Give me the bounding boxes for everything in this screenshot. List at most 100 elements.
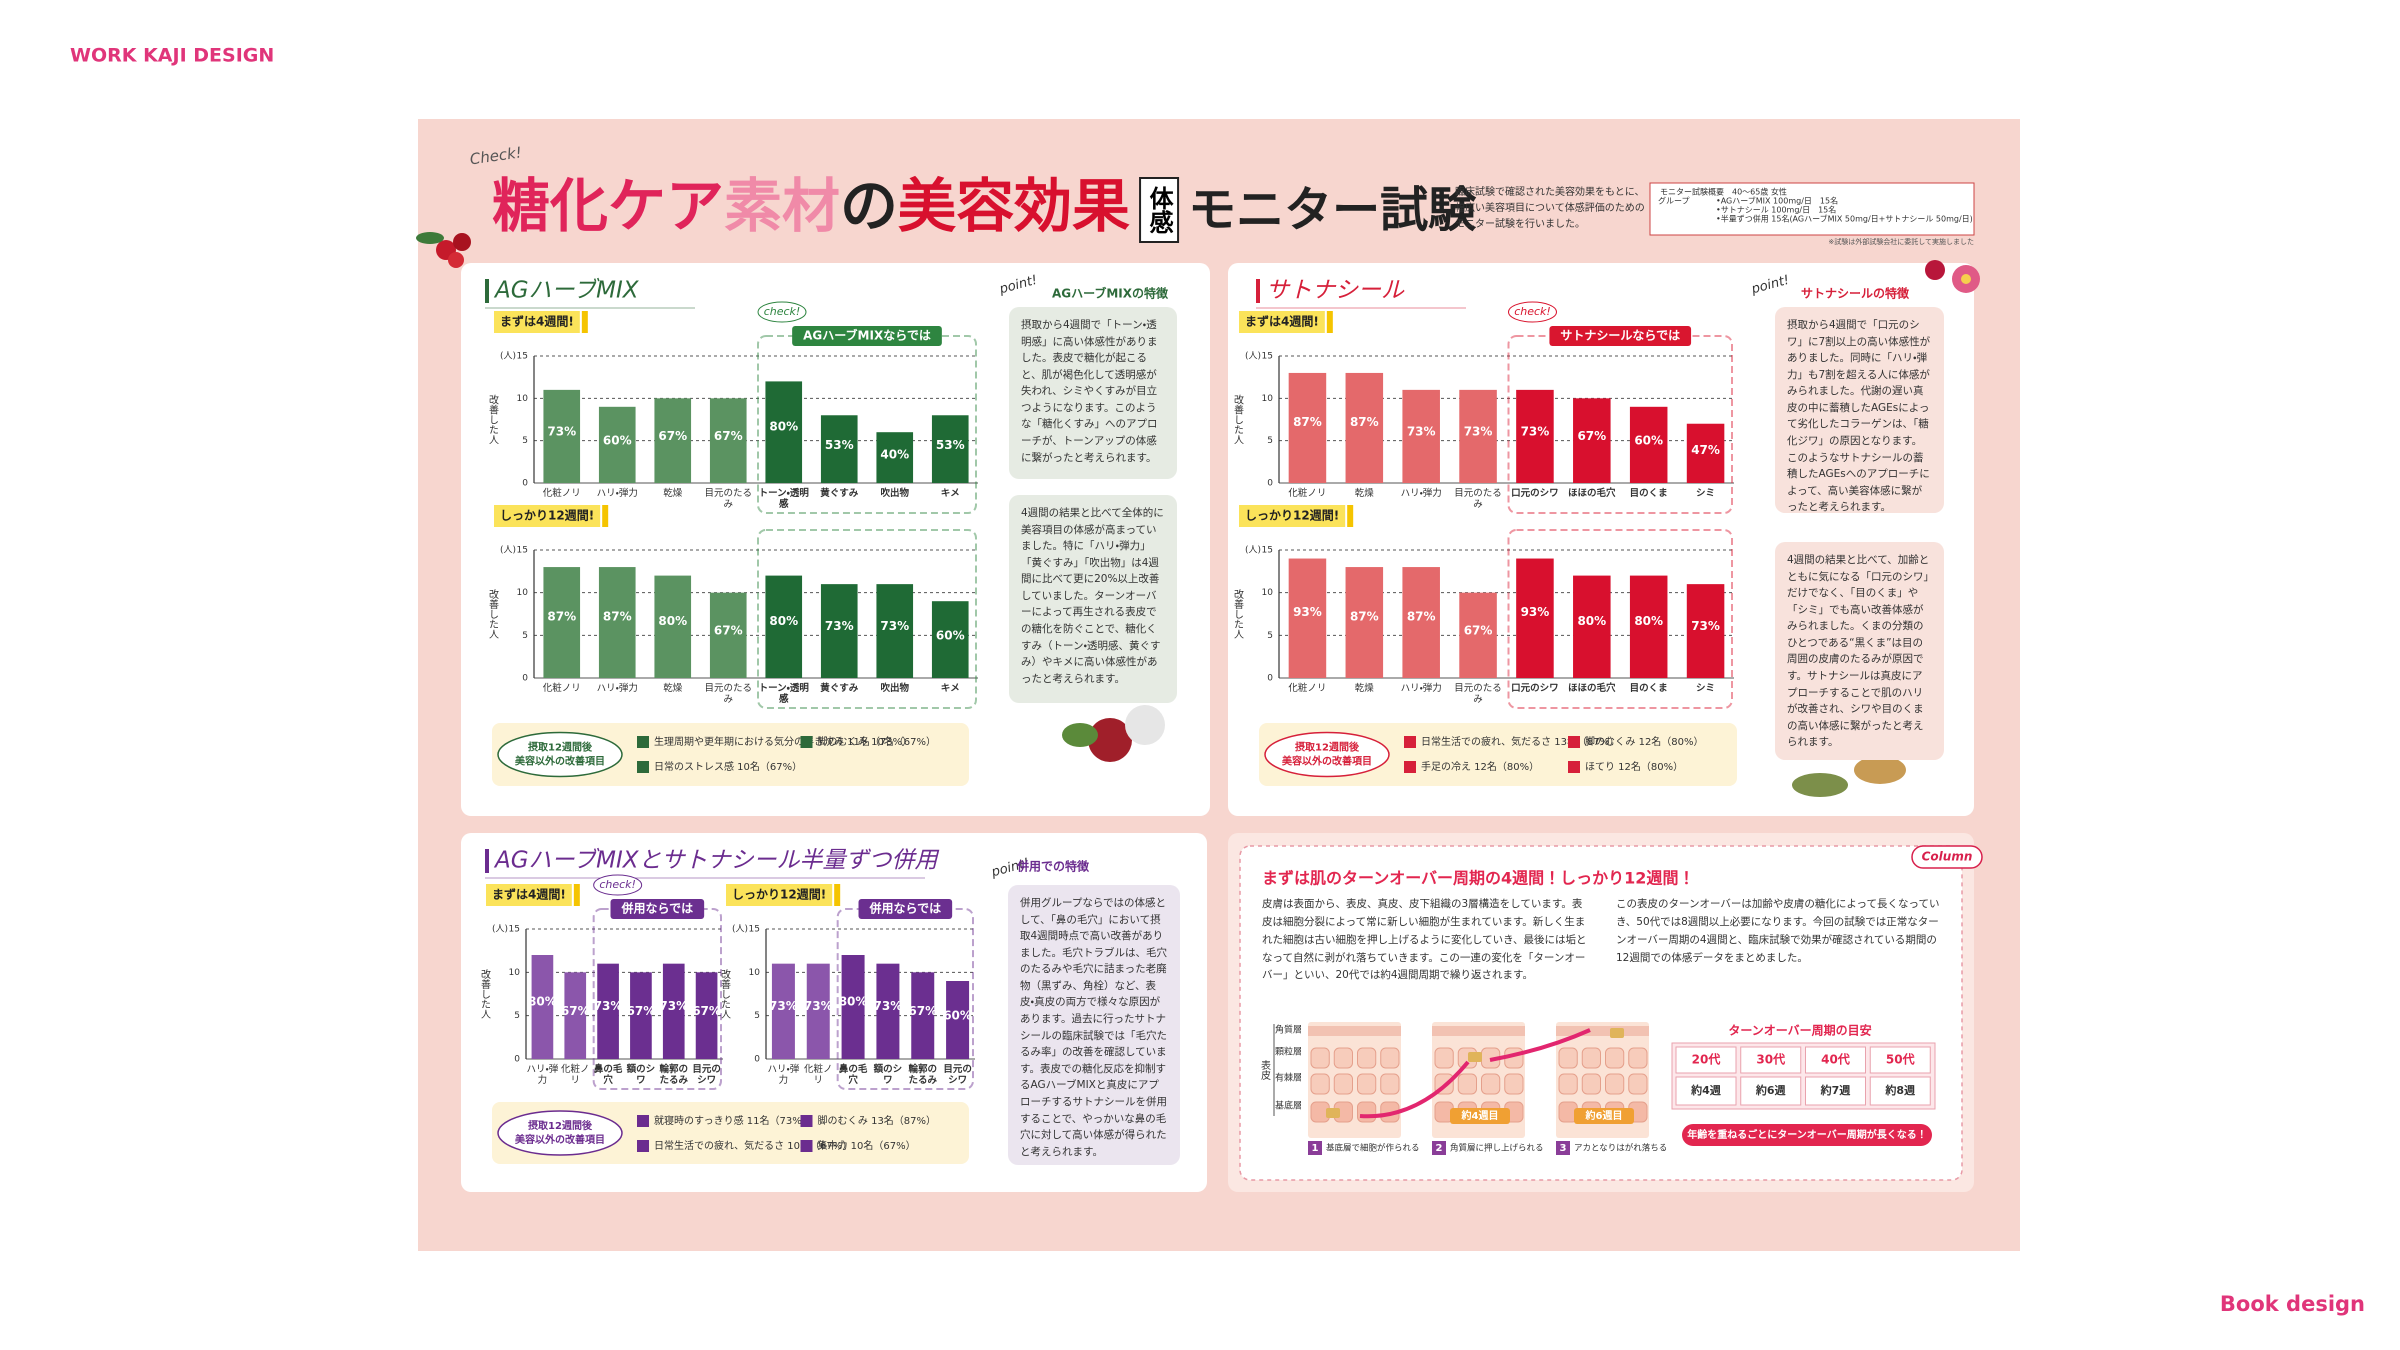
item-marker bbox=[800, 1115, 813, 1127]
table-cell bbox=[1869, 1076, 1931, 1106]
value-label: 73% bbox=[1407, 424, 1436, 438]
title-bar bbox=[1256, 279, 1260, 303]
value-label: 40% bbox=[880, 448, 909, 462]
value-label: 73% bbox=[594, 999, 623, 1013]
point-text: 併用グループならではの体感として、「鼻の毛穴」において摂取4週間時点で高い改善が… bbox=[1008, 885, 1180, 1165]
value-label: 53% bbox=[825, 438, 854, 452]
x-tick-label: 口元のシワ bbox=[1511, 683, 1559, 694]
y-tick-label: 5 bbox=[1267, 436, 1273, 446]
step-number-box bbox=[1308, 1141, 1322, 1155]
bar bbox=[543, 567, 581, 678]
bar bbox=[1629, 575, 1668, 678]
other-item: 手足の冷え 12名（80%） bbox=[1421, 760, 1539, 773]
value-label: 67% bbox=[692, 1004, 721, 1018]
y-unit: (人) bbox=[732, 925, 748, 935]
cell bbox=[1481, 1073, 1501, 1095]
sticker: check! bbox=[764, 305, 801, 318]
cell bbox=[1380, 1073, 1400, 1095]
value-label: 73% bbox=[825, 619, 854, 633]
table-title: ターンオーバー周期の目安 bbox=[1728, 1023, 1871, 1038]
other-box bbox=[492, 1102, 969, 1164]
other-label: 美容以外の改善項目 bbox=[1281, 755, 1372, 768]
bar bbox=[1288, 558, 1327, 678]
bar bbox=[841, 955, 865, 1059]
period-tag: しっかり12週間! bbox=[1245, 508, 1339, 523]
bar bbox=[820, 584, 858, 678]
bar bbox=[931, 601, 969, 678]
layer-label: 有棘層 bbox=[1275, 1072, 1302, 1084]
step-number-box bbox=[1556, 1141, 1570, 1155]
sticker: check! bbox=[599, 878, 636, 891]
arrow bbox=[1489, 1028, 1591, 1062]
bar bbox=[1345, 567, 1384, 678]
layer-label: 基底層 bbox=[1275, 1100, 1302, 1112]
monitor-line: モニター試験概要 40〜65歳 女性 bbox=[1660, 187, 1787, 197]
x-tick-label: ハリ・弾力 bbox=[767, 1064, 800, 1086]
y-tick-label: 10 bbox=[517, 588, 529, 598]
bar bbox=[543, 389, 581, 483]
highlight-label: 併用ならでは bbox=[869, 901, 942, 916]
other-label: 摂取12週間後 bbox=[528, 741, 593, 754]
table-cell bbox=[1675, 1076, 1737, 1106]
bar bbox=[876, 432, 914, 483]
item-marker bbox=[800, 736, 813, 748]
highlight-cell bbox=[1326, 1108, 1340, 1118]
y-unit: (人) bbox=[1245, 546, 1261, 556]
period-tag-bg bbox=[1239, 505, 1346, 527]
value-label: 80% bbox=[769, 614, 798, 628]
x-tick-label: シミ bbox=[1696, 683, 1716, 694]
column-badge: Column bbox=[1922, 850, 1973, 864]
bar bbox=[709, 592, 747, 678]
brand: WORK KAJI DESIGN bbox=[70, 45, 274, 67]
value-label: 67% bbox=[658, 429, 687, 443]
value-label: 80% bbox=[839, 994, 868, 1008]
value-label: 73% bbox=[804, 999, 833, 1013]
monitor-box bbox=[1649, 182, 1975, 236]
other-item: 脚のむくみ 10名（67%） bbox=[818, 735, 937, 748]
column-title: まずは肌のターンオーバー周期の4週間！しっかり12週間！ bbox=[1262, 869, 1694, 888]
cell bbox=[1357, 1047, 1377, 1069]
highlight-box bbox=[757, 529, 977, 709]
section-title: サトナシール bbox=[1266, 278, 1405, 304]
arrow-pill bbox=[1450, 1108, 1510, 1124]
item-marker bbox=[1568, 736, 1580, 748]
value-label: 93% bbox=[1293, 605, 1322, 619]
arrow-label: 約6週目 bbox=[1585, 1109, 1623, 1122]
caption-pill bbox=[1682, 1124, 1932, 1146]
value-label: 60% bbox=[936, 628, 965, 642]
intro: 臨床試験で確認された美容効果をもとに、幅広い美容項目について体感評価のためのモニ… bbox=[1455, 187, 1645, 230]
x-tick-label: 化粧ノリ bbox=[1288, 683, 1327, 694]
period-tag-mark bbox=[573, 884, 580, 906]
y-tick-label: 0 bbox=[1267, 479, 1273, 489]
y-unit: (人) bbox=[492, 925, 508, 935]
highlight-cell bbox=[1468, 1052, 1482, 1062]
period-tag: しっかり12週間! bbox=[732, 887, 826, 902]
bar bbox=[1516, 558, 1554, 678]
bar bbox=[931, 415, 969, 483]
other-label: 美容以外の改善項目 bbox=[514, 755, 605, 768]
value-label: 73% bbox=[1464, 424, 1493, 438]
step-number: 1 bbox=[1312, 1143, 1319, 1154]
x-tick-label: キメ bbox=[940, 683, 960, 694]
monitor-line: •AGハーブMIX 100mg/日 15名 bbox=[1716, 196, 1838, 206]
value-label: 73% bbox=[659, 999, 688, 1013]
y-tick-label: 15 bbox=[1262, 352, 1273, 362]
x-tick-label: ハリ・弾力 bbox=[1400, 683, 1442, 694]
badge: 体感 bbox=[1145, 186, 1173, 234]
bar bbox=[1516, 389, 1554, 483]
cell bbox=[1558, 1047, 1578, 1069]
table-value: 約8週 bbox=[1884, 1083, 1915, 1097]
other-bubble bbox=[497, 731, 623, 778]
cell bbox=[1333, 1073, 1353, 1095]
badge-frame bbox=[1139, 177, 1180, 243]
value-label: 80% bbox=[1577, 614, 1606, 628]
point-title: サトナシールの特徴 bbox=[1801, 286, 1910, 301]
epidermis-label: 表皮 bbox=[1259, 1060, 1271, 1081]
bar bbox=[630, 972, 652, 1059]
title: 糖化ケア素材の美容効果 bbox=[492, 172, 1130, 240]
bar bbox=[820, 415, 858, 483]
bar bbox=[806, 963, 830, 1059]
title-bar bbox=[485, 849, 489, 873]
cell bbox=[1628, 1073, 1648, 1095]
